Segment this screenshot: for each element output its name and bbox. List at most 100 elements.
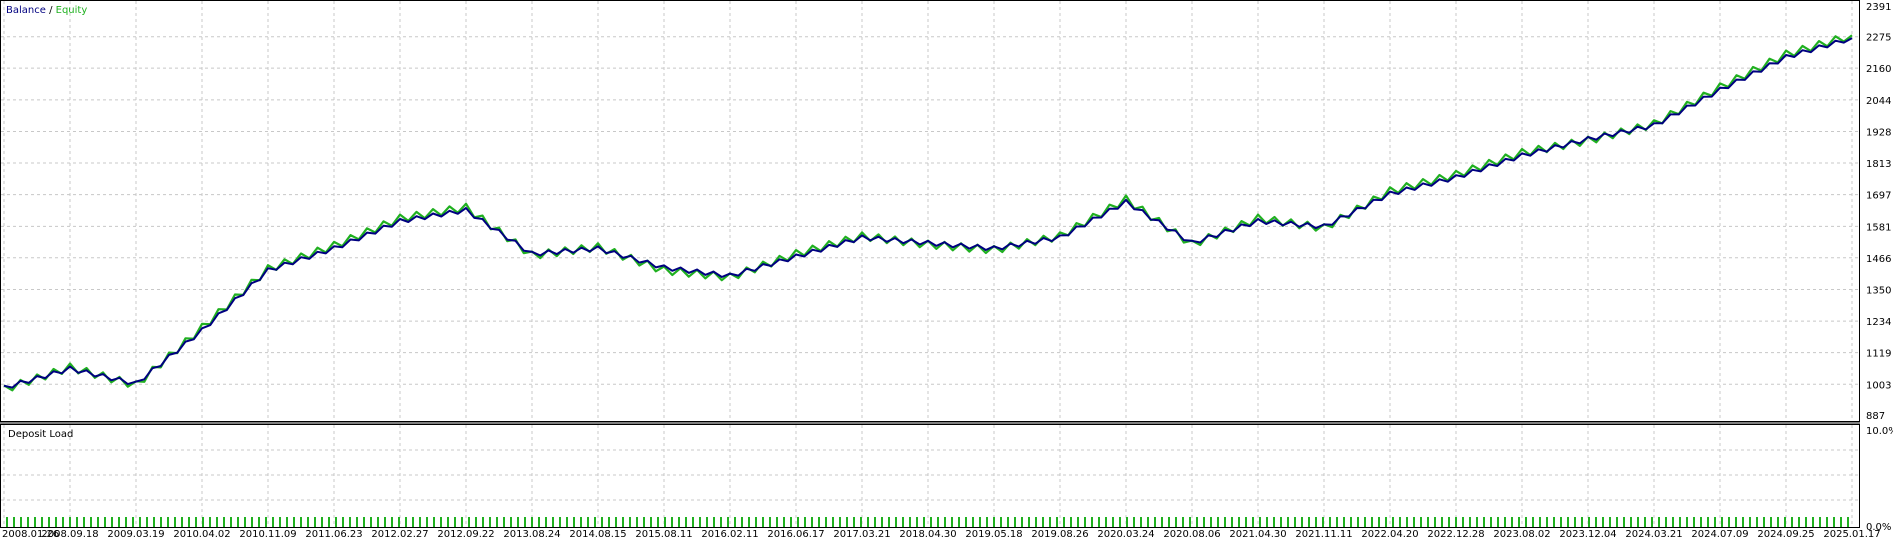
deposit-load-bar — [1840, 517, 1842, 527]
deposit-load-bar — [1049, 517, 1051, 527]
x-tick-label: 2010.11.09 — [239, 529, 296, 540]
deposit-load-bar — [1707, 517, 1709, 527]
deposit-load-bar — [1490, 517, 1492, 527]
deposit-load-bar — [825, 517, 827, 527]
deposit-load-bar — [433, 517, 435, 527]
x-tick-label: 2022.04.20 — [1361, 529, 1418, 540]
deposit-load-bar — [615, 517, 617, 527]
x-tick-label: 2022.12.28 — [1427, 529, 1484, 540]
deposit-load-bar — [853, 517, 855, 527]
deposit-load-bar — [1812, 517, 1814, 527]
main-plot-area — [0, 0, 1860, 422]
deposit-load-bar — [482, 517, 484, 527]
deposit-load-bar — [1210, 517, 1212, 527]
x-tick-label: 2023.12.04 — [1559, 529, 1616, 540]
deposit-load-bar — [727, 517, 729, 527]
deposit-load-bar — [1546, 517, 1548, 527]
deposit-load-bar — [762, 517, 764, 527]
deposit-load-bar — [475, 517, 477, 527]
deposit-load-bar — [1448, 517, 1450, 527]
deposit-load-bar — [1217, 517, 1219, 527]
deposit-load-bar — [90, 517, 92, 527]
deposit-load-bar — [104, 517, 106, 527]
deposit-load-bar — [1777, 517, 1779, 527]
deposit-load-bar — [1693, 517, 1695, 527]
x-tick-label: 2021.04.30 — [1229, 529, 1286, 540]
deposit-load-bar — [517, 517, 519, 527]
deposit-load-bar — [1119, 517, 1121, 527]
x-tick-label: 2009.03.19 — [107, 529, 164, 540]
deposit-load-bar — [902, 517, 904, 527]
deposit-load-bar — [1154, 517, 1156, 527]
deposit-load-bar — [650, 517, 652, 527]
deposit-load-bar — [1182, 517, 1184, 527]
deposit-load-bar — [174, 517, 176, 527]
deposit-load-bar — [839, 517, 841, 527]
x-tick-label: 2024.07.09 — [1691, 529, 1748, 540]
deposit-load-bar — [1175, 517, 1177, 527]
deposit-load-bar — [1000, 517, 1002, 527]
x-tick-label: 2020.03.24 — [1097, 529, 1154, 540]
x-tick-label: 2024.09.25 — [1757, 529, 1814, 540]
deposit-load-bar — [181, 517, 183, 527]
deposit-load-bar — [1756, 517, 1758, 527]
deposit-load-bar — [811, 517, 813, 527]
deposit-load-bar — [1616, 517, 1618, 527]
deposit-load-bar — [671, 517, 673, 527]
deposit-load-bar — [1399, 517, 1401, 527]
deposit-load-bar — [279, 517, 281, 527]
deposit-load-bar — [1728, 517, 1730, 527]
deposit-load-bar — [888, 517, 890, 527]
deposit-load-bar — [1847, 517, 1849, 527]
deposit-load-bar — [1595, 517, 1597, 527]
deposit-load-bar — [405, 517, 407, 527]
deposit-load-bar — [720, 517, 722, 527]
x-tick-label: 2012.09.22 — [437, 529, 494, 540]
deposit-load-bar — [1525, 517, 1527, 527]
deposit-load-bar — [769, 517, 771, 527]
deposit-load-bar — [230, 517, 232, 527]
deposit-load-bar — [1539, 517, 1541, 527]
deposit-load-bar — [1455, 517, 1457, 527]
deposit-load-bar — [48, 517, 50, 527]
deposit-load-bar — [874, 517, 876, 527]
deposit-load-y-bottom-label: 0.0% — [1866, 522, 1891, 533]
deposit-load-bar — [1385, 517, 1387, 527]
x-tick-label: 2011.06.23 — [305, 529, 362, 540]
deposit-load-bar — [1007, 517, 1009, 527]
deposit-load-bar — [1427, 517, 1429, 527]
deposit-load-bar — [832, 517, 834, 527]
deposit-load-bar — [377, 517, 379, 527]
deposit-load-bar — [1035, 517, 1037, 527]
y-tick-label: 1466 — [1866, 254, 1891, 265]
x-tick-label: 2020.08.06 — [1163, 529, 1220, 540]
deposit-load-bar — [1084, 517, 1086, 527]
deposit-load-bar — [237, 517, 239, 527]
deposit-load-bar — [125, 517, 127, 527]
deposit-load-bar — [937, 517, 939, 527]
deposit-load-bar — [69, 517, 71, 527]
deposit-load-bar — [916, 517, 918, 527]
legend: Balance / Equity — [6, 5, 87, 16]
deposit-load-bar — [111, 517, 113, 527]
deposit-load-bar — [216, 517, 218, 527]
deposit-load-bar — [1721, 517, 1723, 527]
deposit-load-bar — [321, 517, 323, 527]
deposit-load-bar — [986, 517, 988, 527]
series-lines — [3, 34, 1853, 392]
series-line-balance — [3, 37, 1853, 389]
x-tick-label: 2019.05.18 — [965, 529, 1022, 540]
deposit-load-bar — [1532, 517, 1534, 527]
deposit-load-bar — [1259, 517, 1261, 527]
deposit-load-bar — [1021, 517, 1023, 527]
deposit-load-bar — [1644, 517, 1646, 527]
y-tick-label: 2275 — [1866, 33, 1891, 44]
deposit-load-bar — [286, 517, 288, 527]
x-tick-label: 2008.01.26 — [2, 529, 59, 540]
x-tick-label: 2017.03.21 — [833, 529, 890, 540]
deposit-load-bar — [1336, 517, 1338, 527]
y-tick-label: 1234 — [1866, 317, 1891, 328]
x-tick-label: 2013.08.24 — [503, 529, 560, 540]
deposit-load-bar — [1581, 517, 1583, 527]
